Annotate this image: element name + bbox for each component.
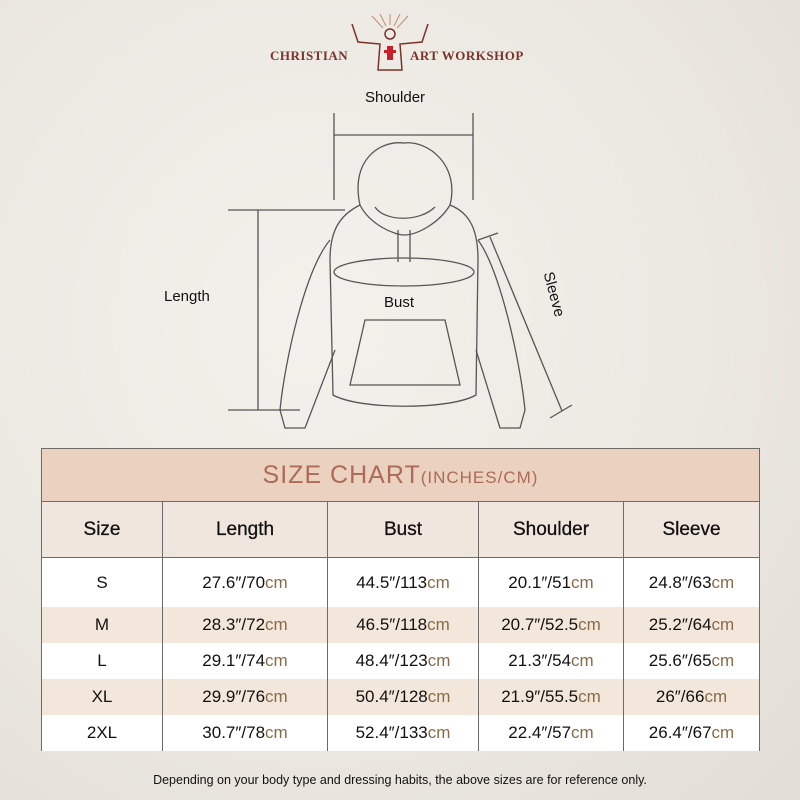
measure-cell: 46.5″/118cm [327, 607, 479, 643]
measure-cell: 28.3″/72cm [162, 607, 328, 643]
brand-name-right: ART WORKSHOP [410, 48, 524, 63]
length-label: Length [164, 288, 210, 305]
measure-cell: 48.4″/123cm [327, 643, 479, 679]
measure-cell: 44.5″/113cm [327, 557, 479, 607]
header-shoulder: Shoulder [478, 501, 624, 558]
hoodie-diagram: Shoulder Length Bust Sleeve [0, 80, 800, 440]
inch-value: 25.2″/64 [648, 615, 712, 634]
title-text: SIZE CHART [262, 460, 421, 489]
table-row: M 28.3″/72cm 46.5″/118cm 20.7″/52.5cm 25.2″/… [41, 607, 760, 643]
cm-unit: cm [427, 723, 451, 742]
bust-label: Bust [384, 294, 415, 311]
cm-unit: cm [427, 572, 450, 592]
inch-value: 48.4″/123 [355, 651, 428, 670]
table-row: S 27.6″/70cm 44.5″/113cm 20.1″/51cm 24.8″/63… [41, 557, 760, 607]
inch-value: 21.3″/54 [508, 651, 572, 670]
inch-value: 44.5″/113 [356, 572, 428, 592]
measure-cell: 26″/66cm [623, 679, 760, 715]
cm-unit: cm [265, 651, 288, 670]
inch-value: 26″/66 [655, 687, 705, 706]
table-title: SIZE CHART(INCHES/CM) [41, 448, 760, 502]
table-row: XL 29.9″/76cm 50.4″/128cm 21.9″/55.5cm 26″/6… [41, 679, 760, 715]
measure-cell: 29.1″/74cm [162, 643, 328, 679]
inch-value: 26.4″/67 [648, 723, 712, 742]
cm-unit: cm [711, 723, 735, 742]
size-cell: 2XL [41, 715, 163, 751]
cm-unit: cm [265, 723, 288, 742]
cm-unit: cm [265, 687, 288, 706]
cm-unit: cm [704, 687, 728, 706]
inch-value: 20.1″/51 [508, 572, 572, 592]
measure-cell: 29.9″/76cm [162, 679, 328, 715]
table-header-row: Size Length Bust Shoulder Sleeve [41, 501, 760, 558]
cm-unit: cm [265, 615, 288, 634]
table-row: 2XL 30.7″/78cm 52.4″/133cm 22.4″/57cm 26.4″/… [41, 715, 760, 751]
inch-value: 27.6″/70 [202, 572, 266, 592]
table-row: L 29.1″/74cm 48.4″/123cm 21.3″/54cm 25.6″/65… [41, 643, 760, 679]
measure-cell: 21.9″/55.5cm [478, 679, 624, 715]
measure-cell: 27.6″/70cm [162, 557, 328, 607]
table-title-row: SIZE CHART(INCHES/CM) [41, 448, 760, 502]
measure-cell: 22.4″/57cm [478, 715, 624, 751]
header-bust: Bust [327, 501, 479, 558]
cm-unit: cm [427, 615, 450, 634]
inch-value: 28.3″/72 [202, 615, 266, 634]
brand-name-left: CHRISTIAN [270, 48, 349, 63]
cm-unit: cm [711, 615, 735, 634]
shoulder-label: Shoulder [365, 89, 426, 106]
reference-note: Depending on your body type and dressing… [153, 773, 647, 787]
header-size: Size [41, 501, 163, 558]
cm-unit: cm [578, 687, 601, 706]
measure-cell: 21.3″/54cm [478, 643, 624, 679]
inch-value: 50.4″/128 [355, 687, 428, 706]
hoodie-illustration [228, 113, 573, 429]
inch-value: 29.9″/76 [202, 687, 266, 706]
measure-cell: 20.7″/52.5cm [478, 607, 624, 643]
measure-cell: 52.4″/133cm [327, 715, 479, 751]
cm-unit: cm [265, 572, 288, 592]
header-sleeve: Sleeve [623, 501, 760, 558]
cm-unit: cm [427, 651, 451, 670]
jesus-open-arms-icon [351, 14, 429, 71]
inch-value: 24.8″/63 [648, 572, 712, 592]
cm-unit: cm [427, 687, 451, 706]
measure-cell: 30.7″/78cm [162, 715, 328, 751]
cm-unit: cm [578, 615, 601, 634]
measure-cell: 25.6″/65cm [623, 643, 760, 679]
size-cell: XL [41, 679, 163, 715]
measure-cell: 25.2″/64cm [623, 607, 760, 643]
inch-value: 25.6″/65 [648, 651, 712, 670]
cm-unit: cm [571, 572, 594, 592]
inch-value: 22.4″/57 [508, 723, 572, 742]
title-unit: (INCHES/CM) [420, 467, 539, 487]
size-cell: M [41, 607, 163, 643]
inch-value: 20.7″/52.5 [501, 615, 579, 634]
measure-cell: 24.8″/63cm [623, 557, 760, 607]
inch-value: 52.4″/133 [355, 723, 428, 742]
size-cell: L [41, 643, 163, 679]
cm-unit: cm [711, 651, 735, 670]
inch-value: 46.5″/118 [356, 615, 428, 634]
measure-cell: 50.4″/128cm [327, 679, 479, 715]
cm-unit: cm [571, 723, 594, 742]
cm-unit: cm [571, 651, 594, 670]
size-cell: S [41, 557, 163, 607]
inch-value: 30.7″/78 [202, 723, 266, 742]
inch-value: 29.1″/74 [202, 651, 266, 670]
measure-cell: 26.4″/67cm [623, 715, 760, 751]
cm-unit: cm [711, 572, 735, 592]
size-chart-table: SIZE CHART(INCHES/CM) Size Length Bust S… [41, 448, 760, 751]
measure-cell: 20.1″/51cm [478, 557, 624, 607]
inch-value: 21.9″/55.5 [501, 687, 579, 706]
header-length: Length [162, 501, 328, 558]
